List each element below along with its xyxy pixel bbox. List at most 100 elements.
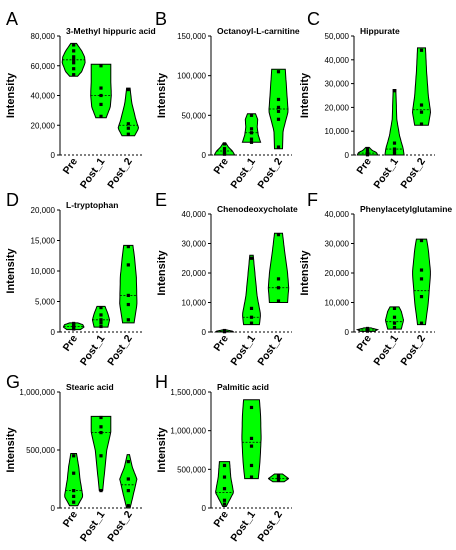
data-point	[72, 67, 76, 71]
y-tick-label: 150,000	[177, 32, 206, 41]
y-axis-label: Intensity	[299, 72, 311, 118]
x-tick-label: Post_1	[228, 156, 258, 191]
y-tick-label: 30,000	[325, 80, 350, 89]
data-point	[126, 263, 130, 267]
data-point	[222, 487, 227, 491]
y-tick-label: 20,000	[31, 121, 56, 130]
data-point	[126, 504, 130, 508]
y-tick-label: 30,000	[325, 240, 350, 249]
y-tick-label: 5,000	[35, 298, 56, 307]
x-tick-label: Post_2	[398, 333, 428, 368]
panel-b: B Octanoyl-L-carnitine Intensity 0 50,000 100…	[155, 9, 300, 191]
data-point	[276, 473, 281, 478]
data-point	[249, 315, 254, 319]
data-point	[126, 302, 130, 307]
violin-post-1	[384, 89, 405, 156]
x-tick-label: Post_2	[255, 509, 285, 544]
data-point	[126, 245, 130, 249]
x-tick-label: Post_1	[371, 333, 401, 368]
y-tick-label: 20,000	[182, 269, 207, 278]
data-point	[99, 415, 103, 420]
data-point	[222, 142, 227, 146]
data-point	[99, 102, 103, 107]
y-tick-label: 50,000	[325, 32, 350, 41]
data-point	[249, 131, 254, 135]
data-point	[99, 454, 103, 458]
y-tick-label: 0	[51, 328, 56, 337]
y-axis-label: Intensity	[156, 427, 168, 473]
y-tick-label: 0	[51, 151, 56, 160]
data-point	[276, 145, 281, 149]
data-point	[222, 475, 227, 479]
data-point	[222, 149, 227, 153]
violin-post-1	[242, 254, 261, 326]
data-point	[392, 149, 397, 154]
data-point	[276, 97, 281, 102]
y-axis-label: Intensity	[5, 248, 17, 294]
violin-post-2	[412, 238, 431, 326]
y-tick-label: 30,000	[182, 240, 207, 249]
data-point	[249, 436, 254, 440]
data-point	[419, 268, 424, 272]
data-point	[126, 489, 130, 493]
data-point	[72, 494, 76, 498]
data-point	[365, 147, 370, 151]
y-tick-label: 10,000	[182, 299, 207, 308]
data-point	[99, 313, 103, 317]
data-point	[72, 324, 76, 329]
panel-letter: D	[6, 190, 19, 210]
x-tick-label: Post_2	[398, 156, 428, 191]
x-tick-label: Post_1	[371, 156, 401, 191]
y-tick-label: 10,000	[325, 127, 350, 136]
panel-h: H Palmitic acid Intensity 0 500,000 1,000,000…	[155, 372, 292, 544]
y-tick-label: 20,000	[325, 103, 350, 112]
data-point	[249, 127, 254, 131]
violin-post-2	[411, 47, 432, 126]
data-point	[365, 326, 370, 331]
data-point	[276, 299, 281, 303]
x-tick-label: Pre	[211, 509, 231, 530]
data-point	[72, 58, 76, 62]
data-point	[99, 86, 103, 90]
violin-post-1	[90, 63, 112, 119]
y-tick-label: 500,000	[26, 446, 55, 455]
data-point	[249, 444, 254, 448]
y-tick-label: 50,000	[182, 111, 207, 120]
data-point	[72, 471, 76, 475]
data-point	[249, 321, 254, 325]
data-point	[126, 122, 130, 126]
violin-post-2	[267, 232, 290, 303]
data-point	[72, 49, 76, 53]
y-tick-label: 100,000	[177, 72, 206, 81]
panel-letter: F	[307, 190, 318, 210]
data-point	[99, 306, 103, 310]
x-tick-label: Pre	[61, 156, 81, 177]
panel-letter: C	[307, 9, 320, 29]
y-axis-label: Intensity	[156, 250, 168, 296]
data-point	[99, 318, 103, 322]
violin-post-1	[92, 305, 110, 328]
data-point	[276, 105, 281, 109]
panel-title: Stearic acid	[66, 382, 114, 392]
data-point	[126, 318, 130, 322]
y-tick-label: 0	[202, 151, 207, 160]
data-point	[276, 277, 281, 281]
data-point	[249, 463, 254, 468]
data-point	[72, 43, 76, 47]
y-tick-label: 1,000,000	[170, 427, 206, 436]
y-tick-label: 40,000	[325, 210, 350, 219]
panel-a: A 3-Methyl hippuric acid Intensity 0 20,000 4…	[5, 9, 156, 191]
data-point	[249, 137, 254, 141]
data-point	[249, 140, 254, 144]
data-point	[419, 321, 424, 325]
y-tick-label: 10,000	[325, 299, 350, 308]
violin-post-2	[117, 87, 140, 137]
data-point	[222, 498, 227, 502]
data-point	[99, 425, 103, 429]
data-point	[99, 114, 103, 118]
violin-post-1	[90, 415, 112, 492]
panel-title: Chenodeoxycholate	[217, 204, 298, 214]
data-point	[276, 286, 281, 290]
data-point	[72, 500, 76, 504]
